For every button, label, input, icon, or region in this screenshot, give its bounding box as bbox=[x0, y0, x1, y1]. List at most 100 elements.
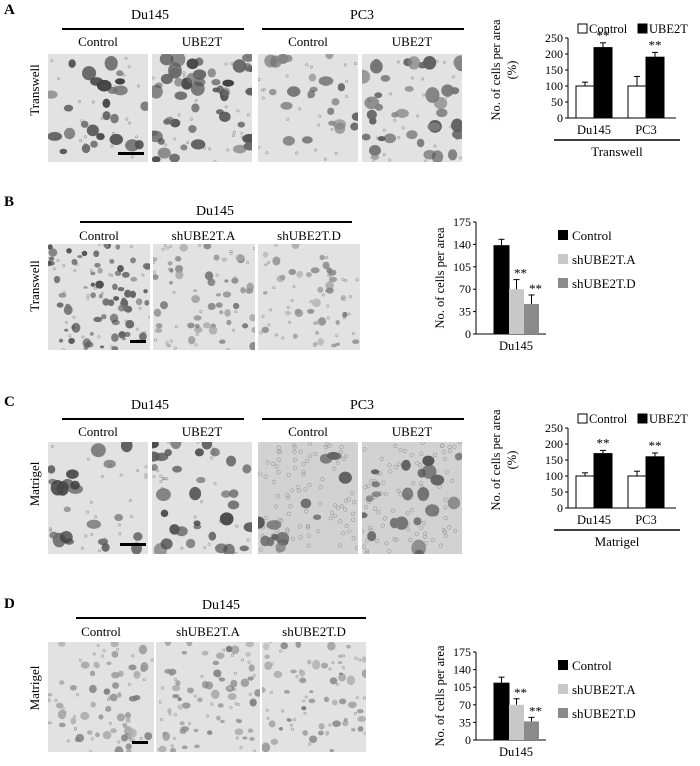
y-tick-label: 70 bbox=[459, 698, 471, 712]
significance-mark: ** bbox=[649, 37, 662, 52]
group-line bbox=[76, 617, 366, 619]
y-tick-label: 105 bbox=[453, 260, 471, 274]
micrograph bbox=[258, 442, 358, 554]
y-axis-label: No. of cells per area bbox=[433, 227, 447, 328]
group-header-du145: Du145 bbox=[195, 204, 235, 219]
group-line bbox=[62, 28, 244, 30]
micrograph-texture bbox=[48, 642, 154, 752]
group-line bbox=[80, 221, 352, 223]
y-tick-label: 140 bbox=[453, 663, 471, 677]
y-tick-label: 0 bbox=[557, 501, 563, 515]
scale-bar bbox=[118, 152, 144, 155]
bar bbox=[493, 682, 510, 741]
bar bbox=[509, 289, 524, 334]
bar-chart-d: No. of cells per area 0 35 70 105 140 175 **** D… bbox=[433, 646, 636, 759]
y-tick-label: 200 bbox=[545, 47, 563, 61]
bar bbox=[509, 704, 524, 740]
legend-swatch bbox=[558, 278, 568, 288]
y-tick-label: 175 bbox=[453, 646, 471, 659]
y-axis-unit: (%) bbox=[505, 61, 519, 80]
micrograph-texture bbox=[152, 442, 252, 554]
legend-label: shUBE2T.D bbox=[572, 276, 636, 291]
legend-label: Control bbox=[572, 228, 612, 243]
x-tick-label: Du145 bbox=[577, 123, 611, 137]
y-tick-label: 200 bbox=[545, 437, 563, 451]
group-header-du145: Du145 bbox=[130, 398, 170, 413]
y-tick-label: 150 bbox=[545, 453, 563, 467]
legend-swatch bbox=[558, 230, 568, 240]
legend-label: shUBE2T.A bbox=[572, 252, 636, 267]
y-tick-label: 175 bbox=[453, 216, 471, 229]
column-label: Control bbox=[79, 228, 119, 243]
micrograph bbox=[258, 244, 360, 350]
micrograph bbox=[48, 244, 150, 350]
panel-letter-d: D bbox=[4, 596, 15, 612]
panel-letter-c: C bbox=[4, 394, 15, 410]
row-label-transwell: Transwell bbox=[27, 260, 42, 312]
row-label-matrigel: Matrigel bbox=[27, 665, 42, 711]
micrograph-texture bbox=[152, 54, 252, 162]
column-label: shUBE2T.D bbox=[277, 228, 341, 243]
row-label-matrigel: Matrigel bbox=[27, 461, 42, 507]
legend-label: shUBE2T.A bbox=[572, 682, 636, 697]
bar bbox=[645, 56, 665, 119]
y-tick-label: 50 bbox=[551, 485, 563, 499]
y-tick-label: 0 bbox=[465, 733, 471, 747]
panel-letter-b: B bbox=[4, 194, 15, 210]
micrograph bbox=[362, 54, 462, 162]
micrograph bbox=[258, 54, 358, 162]
micrograph-texture bbox=[258, 54, 358, 162]
legend-label: Control bbox=[589, 22, 628, 36]
column-label: shUBE2T.A bbox=[171, 228, 236, 243]
column-label: shUBE2T.D bbox=[282, 624, 346, 639]
bar bbox=[645, 456, 665, 509]
y-tick-label: 150 bbox=[545, 63, 563, 77]
micrograph-texture bbox=[48, 54, 148, 162]
micrograph bbox=[153, 244, 255, 350]
bar-chart-c: No. of cells per area (%) 0 50 100 150 200 250 C… bbox=[489, 409, 688, 549]
bar bbox=[593, 453, 613, 509]
y-tick-label: 70 bbox=[459, 282, 471, 296]
column-label: UBE2T bbox=[181, 34, 223, 49]
scale-bar bbox=[130, 340, 146, 343]
micrograph-texture bbox=[48, 244, 150, 350]
legend-swatch bbox=[558, 254, 568, 264]
legend-label: UBE2T bbox=[649, 22, 688, 36]
legend-swatch bbox=[558, 708, 568, 718]
significance-mark: ** bbox=[514, 685, 527, 700]
y-tick-label: 0 bbox=[465, 327, 471, 341]
scale-bar bbox=[132, 741, 148, 744]
column-label: UBE2T bbox=[391, 34, 433, 49]
y-axis-label: No. of cells per area bbox=[433, 646, 447, 747]
micrograph-texture bbox=[258, 244, 360, 350]
legend-swatch bbox=[558, 660, 568, 670]
x-axis-label: Matrigel bbox=[595, 534, 640, 549]
significance-mark: ** bbox=[597, 28, 610, 43]
bar bbox=[575, 475, 595, 509]
y-tick-label: 35 bbox=[459, 305, 471, 319]
legend-swatch bbox=[637, 413, 648, 424]
y-tick-label: 100 bbox=[545, 79, 563, 93]
legend-label: Control bbox=[572, 658, 612, 673]
x-axis-label: Transwell bbox=[591, 144, 643, 159]
micrograph bbox=[362, 442, 462, 554]
micrograph-texture bbox=[156, 642, 260, 752]
micrograph-texture bbox=[258, 442, 358, 554]
scale-bar bbox=[120, 543, 146, 546]
y-axis-label: No. of cells per area bbox=[489, 409, 503, 510]
legend-label: shUBE2T.D bbox=[572, 706, 636, 721]
micrograph-texture bbox=[48, 442, 148, 554]
bar-chart-b: No. of cells per area 0 35 70 105 140 175 **** D… bbox=[433, 216, 636, 353]
bar bbox=[493, 245, 510, 335]
micrograph bbox=[48, 442, 148, 554]
bar-chart-a: No. of cells per area (%) 0 50 100 150 200 250 C… bbox=[489, 19, 688, 159]
legend-label: UBE2T bbox=[649, 412, 688, 426]
micrograph bbox=[156, 642, 260, 752]
column-label: Control bbox=[78, 34, 118, 49]
y-tick-label: 250 bbox=[545, 421, 563, 435]
column-label: Control bbox=[81, 624, 121, 639]
column-label: UBE2T bbox=[391, 424, 433, 439]
column-label: Control bbox=[288, 34, 328, 49]
group-header-pc3: PC3 bbox=[349, 398, 375, 413]
group-line bbox=[262, 418, 464, 420]
